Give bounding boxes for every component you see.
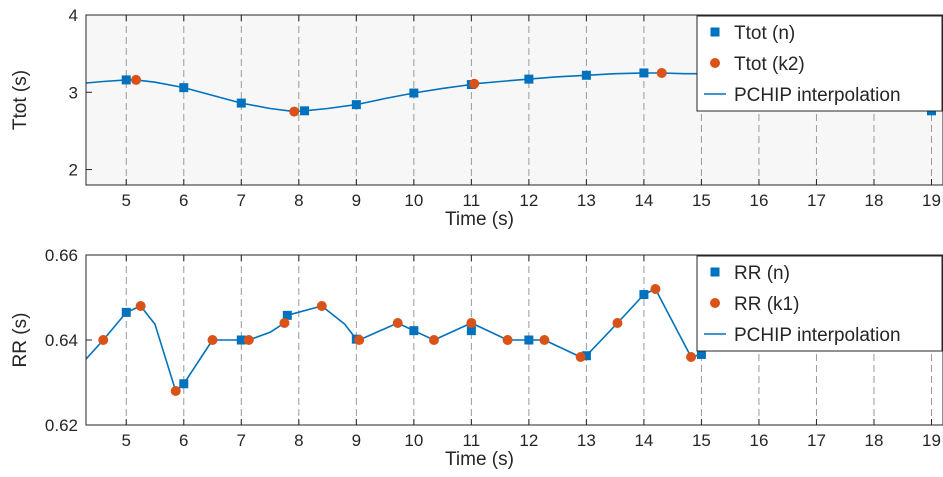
circle-marker: [575, 352, 586, 362]
x-tick-label: 14: [634, 191, 653, 210]
circle-marker: [354, 335, 365, 345]
legend-square-icon: [710, 267, 720, 277]
x-tick-label: 6: [179, 191, 188, 210]
circle-marker: [650, 284, 661, 294]
square-marker: [524, 335, 534, 345]
x-tick-label: 18: [865, 431, 884, 450]
square-marker: [236, 98, 246, 108]
x-tick-label: 15: [692, 191, 711, 210]
x-tick-label: 19: [922, 191, 941, 210]
square-marker: [466, 326, 476, 336]
square-marker: [639, 290, 649, 300]
square-marker: [581, 70, 591, 80]
x-tick-label: 13: [577, 191, 596, 210]
legend-label: PCHIP interpolation: [734, 325, 901, 346]
square-marker: [639, 68, 649, 78]
x-tick-label: 5: [122, 431, 131, 450]
axes-frame: [85, 14, 943, 186]
x-tick-label: 7: [237, 191, 246, 210]
y-tick-label: 0.66: [45, 246, 78, 265]
square-marker: [282, 310, 292, 320]
interpolation-line: [86, 72, 719, 113]
x-tick-label: 18: [865, 191, 884, 210]
square-marker: [300, 106, 310, 116]
y-tick-label: 4: [69, 6, 78, 25]
circle-marker: [131, 74, 142, 85]
x-tick-label: 16: [749, 431, 768, 450]
circle-marker: [289, 106, 300, 117]
x-tick-label: 6: [179, 431, 188, 450]
x-axis-label: Time (s): [445, 449, 514, 470]
circle-marker: [207, 335, 218, 345]
y-tick-label: 2: [69, 161, 78, 180]
y-tick-label: 0.64: [45, 331, 78, 350]
circle-marker: [392, 318, 403, 328]
circle-marker: [686, 352, 697, 362]
circle-marker: [469, 78, 480, 89]
x-tick-label: 11: [463, 191, 481, 210]
legend-label: RR (k1): [734, 294, 799, 315]
square-marker: [409, 88, 419, 98]
x-tick-label: 16: [749, 191, 768, 210]
legend-circle-icon: [710, 58, 720, 68]
x-tick-label: 13: [577, 431, 596, 450]
x-tick-label: 8: [294, 191, 303, 210]
x-tick-label: 12: [519, 431, 538, 450]
square-marker: [409, 326, 419, 336]
square-marker: [121, 307, 131, 317]
x-tick-label: 7: [237, 431, 246, 450]
ttot-panel: 5 6 7 8 9 10 11 12 13 14 15 16 17 18 19 2 3 4 Time (s) Ttot…: [10, 6, 943, 230]
x-tick-label: 17: [807, 191, 826, 210]
circle-marker: [656, 67, 667, 78]
legend-square-icon: [710, 27, 720, 37]
x-tick-label: 12: [519, 191, 538, 210]
legend-label: Ttot (n): [734, 23, 795, 44]
square-marker: [179, 83, 189, 93]
square-marker: [351, 100, 361, 110]
circle-marker: [135, 301, 146, 311]
square-marker: [121, 75, 131, 85]
x-tick-label: 19: [922, 431, 941, 450]
rr-panel: 5 6 7 8 9 10 11 12 13 14 15 16 17 18 19 0.62 0.64 0.66 Tim…: [10, 246, 943, 470]
circle-marker: [428, 335, 439, 345]
legend-label: RR (n): [734, 263, 790, 284]
square-marker: [696, 349, 706, 359]
legend-box: [696, 15, 943, 112]
x-tick-label: 5: [122, 191, 131, 210]
circle-marker: [466, 318, 477, 328]
x-tick-label: 9: [352, 191, 361, 210]
y-tick-label: 0.62: [45, 416, 78, 435]
x-tick-label: 9: [352, 431, 361, 450]
square-marker: [581, 351, 591, 361]
square-marker: [524, 74, 534, 84]
x-tick-label: 10: [404, 191, 423, 210]
legend-label: PCHIP interpolation: [734, 85, 901, 106]
x-tick-label: 11: [463, 431, 481, 450]
y-axis-label: RR (s): [10, 313, 31, 368]
x-tick-label: 15: [692, 431, 711, 450]
circle-marker: [502, 335, 513, 345]
series-group: [86, 284, 706, 396]
x-tick-label: 10: [404, 431, 423, 450]
x-axis-label: Time (s): [445, 209, 514, 230]
x-tick-label: 14: [634, 431, 653, 450]
circle-marker: [279, 318, 290, 328]
legend-circle-icon: [710, 298, 720, 308]
circle-marker: [612, 318, 623, 328]
square-marker: [236, 335, 246, 345]
x-tick-label: 17: [807, 431, 826, 450]
circle-marker: [316, 301, 327, 311]
circle-marker: [539, 335, 550, 345]
y-tick-label: 3: [69, 83, 78, 102]
y-axis-label: Ttot (s): [10, 70, 31, 130]
x-tick-label: 8: [294, 431, 303, 450]
legend-box: [696, 255, 943, 352]
square-marker: [179, 379, 189, 389]
circle-marker: [170, 386, 181, 396]
circle-marker: [98, 335, 109, 345]
legend-label: Ttot (k2): [734, 54, 805, 75]
circle-marker: [243, 335, 254, 345]
